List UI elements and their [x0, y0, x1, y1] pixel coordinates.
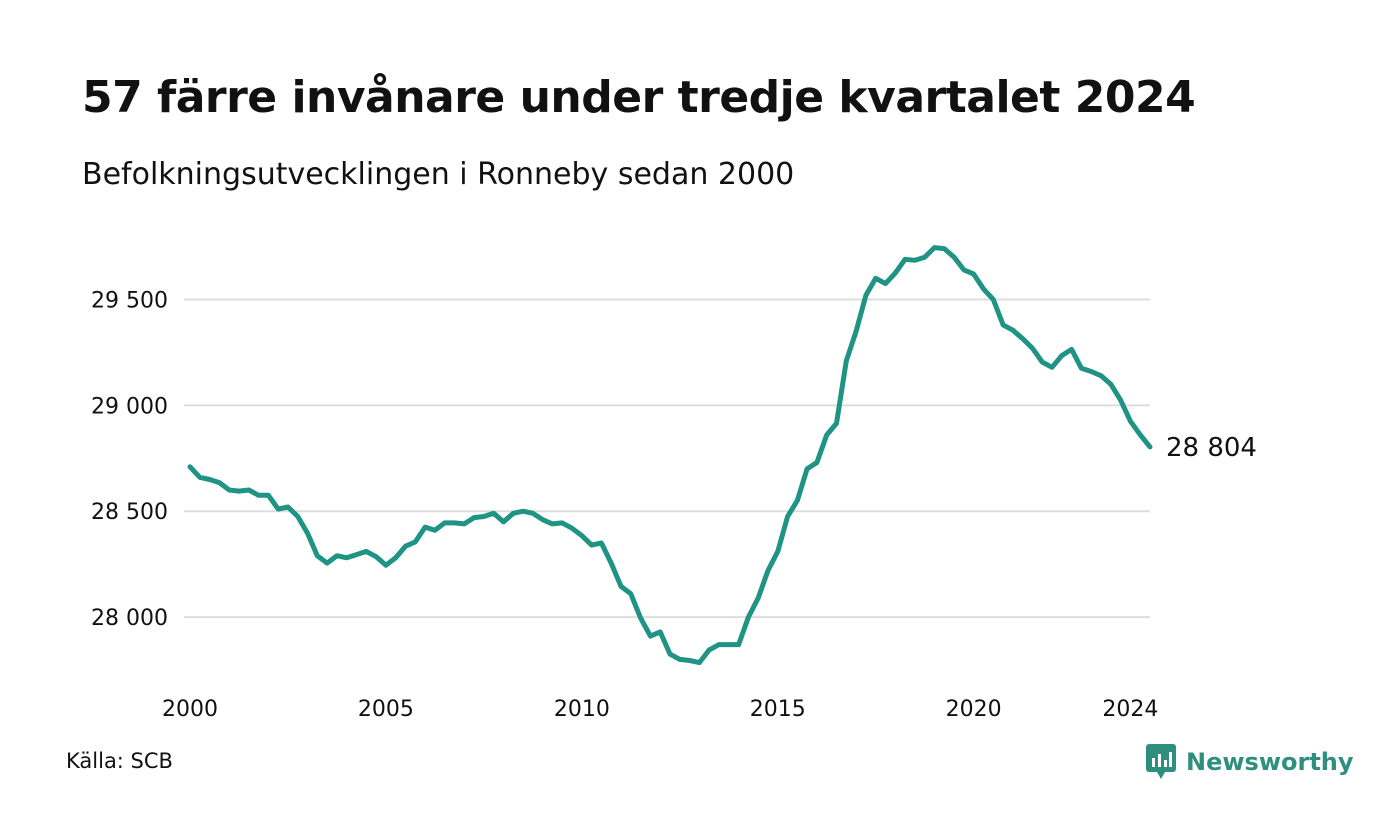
y-tick-label: 28 000 — [91, 606, 168, 631]
y-tick-label: 29 000 — [91, 394, 168, 419]
end-value-label: 28 804 — [1166, 433, 1257, 463]
x-tick-label: 2015 — [750, 697, 806, 722]
brand-name: Newsworthy — [1186, 748, 1354, 776]
x-tick-label: 2020 — [946, 697, 1002, 722]
y-axis: 28 000 28 500 29 000 29 500 — [91, 289, 168, 632]
x-axis: 2000 2005 2010 2015 2020 2024 — [162, 697, 1158, 722]
chart-subtitle: Befolkningsutvecklingen i Ronneby sedan … — [82, 157, 795, 192]
chart-title: 57 färre invånare under tredje kvartalet… — [82, 72, 1196, 123]
brand-logo[interactable]: Newsworthy — [1146, 744, 1354, 780]
x-tick-label: 2000 — [162, 697, 218, 722]
population-series-line — [187, 245, 1153, 666]
y-tick-label: 28 500 — [91, 500, 168, 525]
source-note: Källa: SCB — [66, 749, 173, 773]
x-tick-label: 2010 — [554, 697, 610, 722]
y-tick-label: 29 500 — [91, 289, 168, 314]
grid-lines — [184, 298, 1150, 619]
newsworthy-logo-icon — [1146, 744, 1176, 779]
x-tick-label: 2024 — [1102, 697, 1158, 722]
x-tick-label: 2005 — [358, 697, 414, 722]
